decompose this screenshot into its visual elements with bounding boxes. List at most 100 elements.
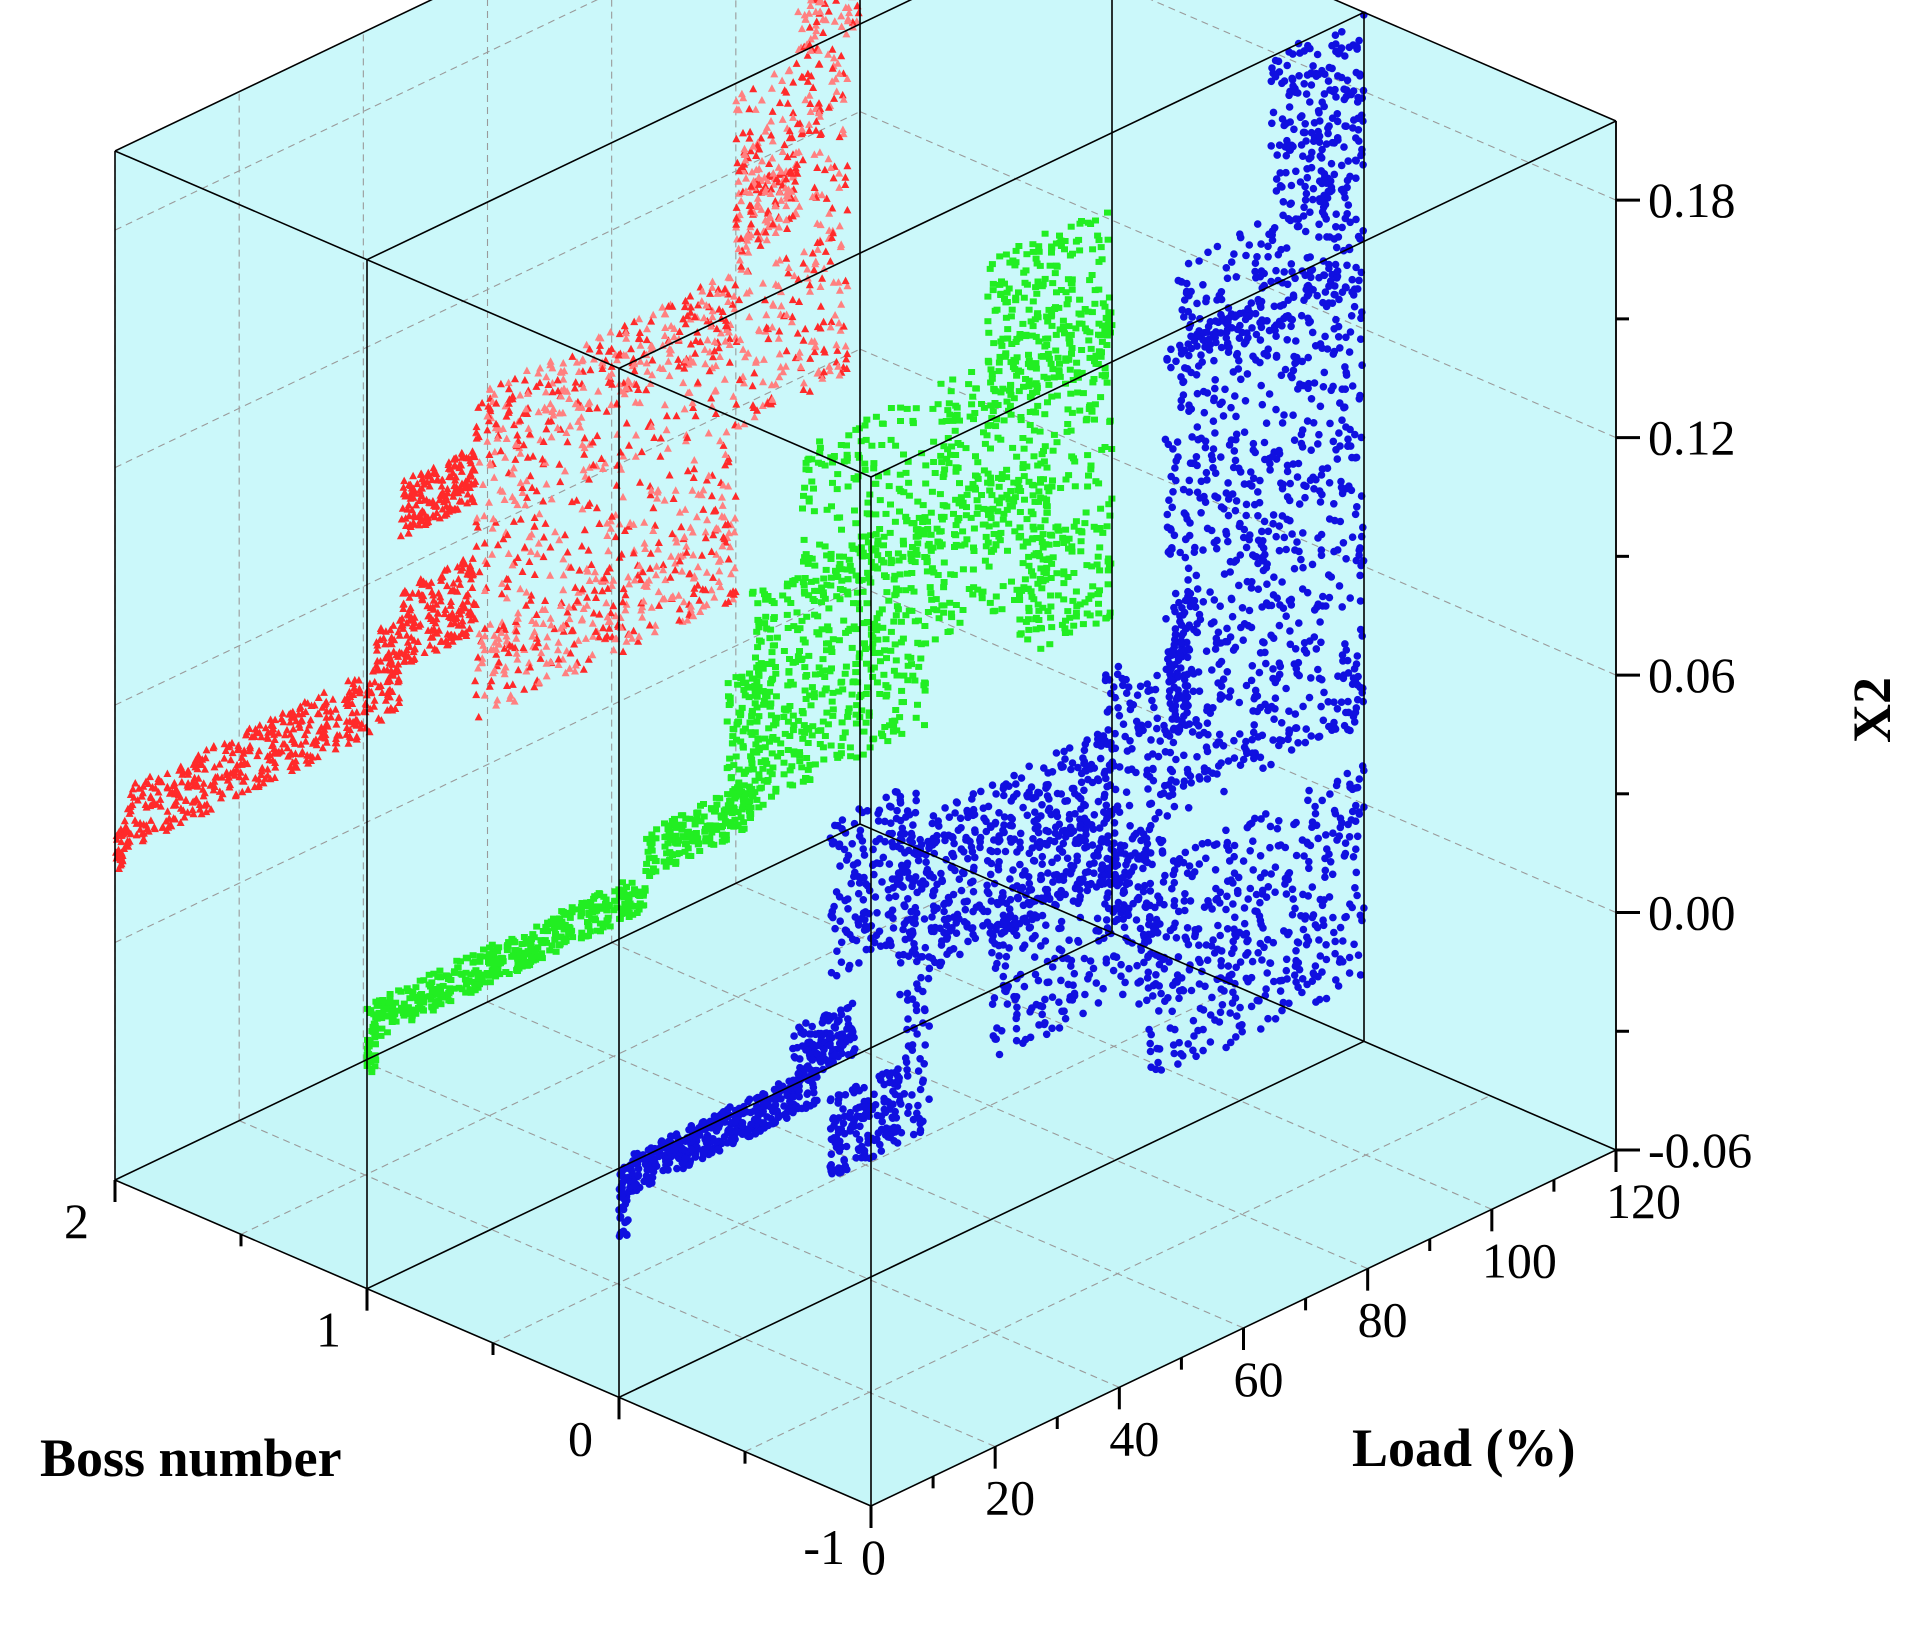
data-point [767, 131, 776, 139]
data-point [218, 789, 227, 798]
data-point [768, 154, 777, 162]
data-point [418, 595, 427, 604]
data-point [892, 442, 900, 449]
data-point [890, 667, 898, 674]
data-point [453, 587, 462, 595]
data-point [793, 329, 802, 337]
data-point [303, 699, 312, 707]
data-point [837, 442, 845, 448]
data-point [1053, 392, 1061, 399]
data-point [531, 948, 539, 955]
data-point [857, 533, 865, 540]
data-point [562, 428, 571, 436]
data-point [876, 497, 884, 504]
data-point [659, 364, 667, 372]
data-point [876, 526, 884, 532]
data-point [199, 791, 208, 800]
data-point [779, 592, 787, 599]
data-point [836, 326, 845, 334]
data-point [828, 204, 837, 212]
data-point [1090, 523, 1098, 530]
data-point [746, 670, 753, 677]
data-point [516, 478, 525, 487]
data-point [436, 596, 445, 605]
data-point [768, 735, 776, 742]
data-point [448, 637, 457, 645]
data-point [757, 205, 766, 213]
data-point [1106, 613, 1114, 620]
data-point [483, 437, 492, 445]
data-point [471, 477, 480, 485]
data-point [484, 416, 493, 425]
data-point [656, 452, 665, 460]
data-point [776, 362, 785, 371]
data-point [1025, 306, 1033, 313]
data-point [1014, 480, 1022, 487]
data-point [446, 631, 455, 639]
data-point [790, 623, 798, 630]
data-point [550, 925, 558, 932]
data-point [450, 455, 459, 463]
data-point [735, 375, 744, 384]
data-point [768, 323, 777, 331]
data-point [379, 997, 387, 1003]
data-point [753, 704, 761, 711]
data-point [606, 524, 615, 532]
data-point [607, 581, 616, 589]
data-point [667, 552, 675, 560]
data-point [631, 452, 640, 460]
data-point [722, 427, 731, 436]
data-point [775, 223, 783, 231]
data-point [671, 534, 680, 542]
data-point [1052, 331, 1060, 338]
data-point [671, 486, 680, 494]
data-point [675, 850, 683, 857]
data-point [500, 669, 509, 678]
data-point [782, 346, 791, 355]
data-point [866, 744, 874, 751]
data-point [1095, 286, 1103, 293]
data-point [508, 469, 517, 478]
data-point [1004, 335, 1012, 342]
data-point [373, 656, 382, 665]
data-point [928, 565, 936, 572]
data-point [430, 970, 438, 977]
data-point [446, 985, 454, 992]
data-point [647, 1165, 655, 1174]
data-point [388, 1019, 396, 1025]
data-point [874, 636, 882, 643]
data-point [812, 188, 821, 197]
data-point [762, 596, 770, 603]
data-point [950, 571, 958, 578]
data-point [872, 511, 880, 518]
data-point [869, 640, 877, 647]
data-point [767, 84, 776, 92]
data-point [117, 854, 126, 862]
data-point [475, 567, 484, 576]
data-point [680, 364, 689, 372]
data-point [789, 659, 797, 666]
data-point [749, 142, 758, 150]
data-point [588, 650, 597, 659]
data-point [727, 774, 735, 781]
data-point [460, 601, 469, 610]
data-point [292, 716, 301, 725]
data-point [619, 492, 627, 501]
data-point [664, 357, 673, 365]
data-point [783, 152, 792, 161]
data-point [996, 537, 1004, 544]
data-point [235, 772, 244, 781]
data-point [1095, 320, 1103, 327]
data-point [783, 224, 792, 232]
data-point [532, 619, 540, 627]
data-point [143, 824, 152, 832]
data-point [526, 962, 534, 969]
data-point [640, 1177, 648, 1186]
data-point [818, 599, 825, 606]
data-point [137, 792, 146, 800]
data-point [1056, 373, 1064, 380]
data-point [583, 593, 591, 601]
data-point [1012, 339, 1020, 345]
data-point [575, 367, 583, 375]
data-point [1104, 209, 1111, 216]
